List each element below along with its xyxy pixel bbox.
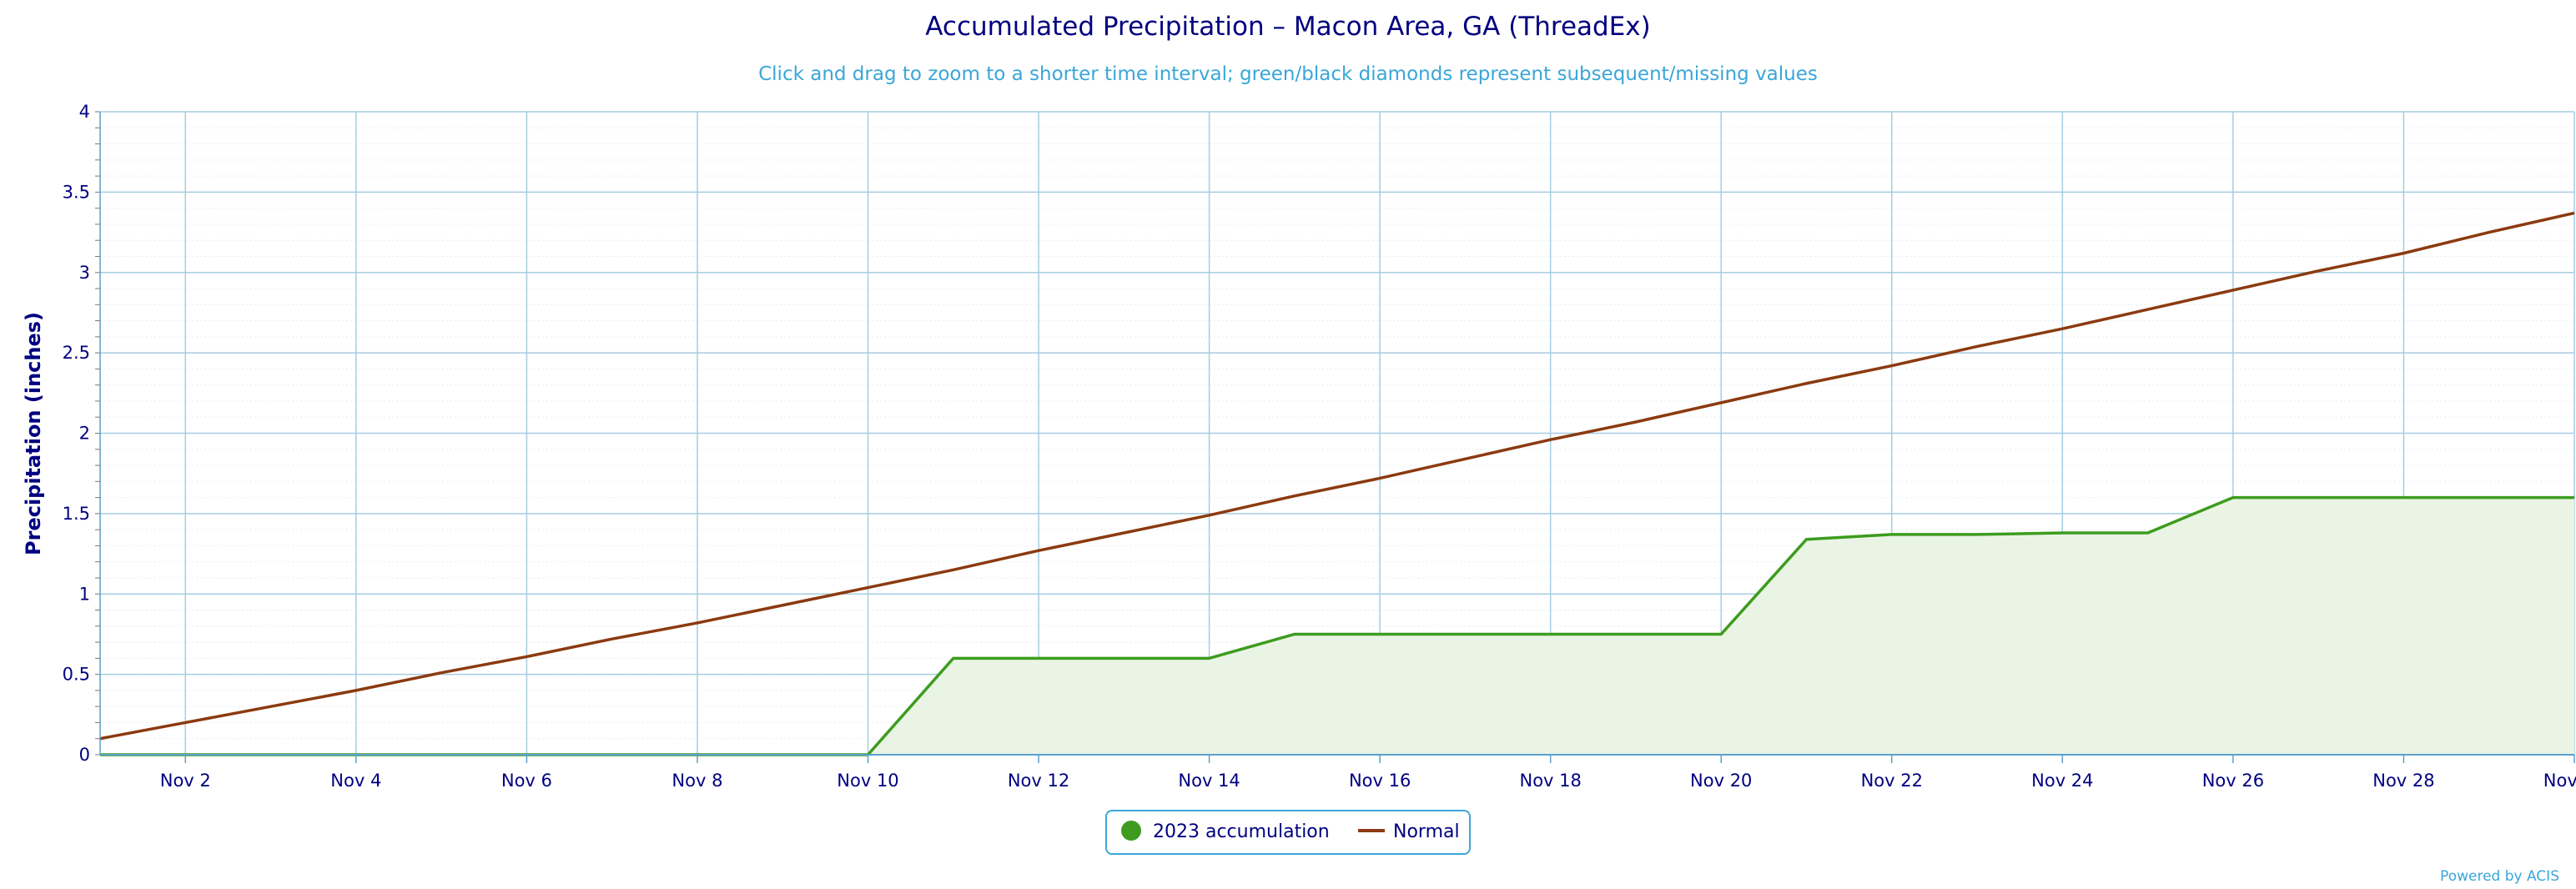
credit-text[interactable]: Powered by ACIS: [2440, 868, 2559, 885]
legend: 2023 accumulation Normal: [1105, 810, 1471, 855]
x-tick-label: Nov 8: [672, 771, 722, 791]
x-tick-label: Nov 24: [2031, 771, 2093, 791]
y-tick-label: 4: [79, 102, 90, 122]
x-tick-label: Nov 26: [2202, 771, 2264, 791]
legend-label-2023-accumulation: 2023 accumulation: [1153, 821, 1330, 842]
y-tick-label: 0: [79, 745, 90, 765]
legend-marker-2023-accumulation: [1121, 821, 1141, 841]
x-tick-label: Nov 4: [330, 771, 381, 791]
legend-item-2023-accumulation[interactable]: 2023 accumulation: [1121, 821, 1330, 842]
series-line-normal[interactable]: [99, 211, 2575, 741]
chart-title: Accumulated Precipitation – Macon Area, …: [925, 12, 1650, 42]
legend-item-normal[interactable]: Normal: [1358, 821, 1460, 842]
y-tick-label: 1.5: [63, 504, 90, 524]
axes: 0 0.5 1 1.5 2 2.5 3 3.5 4 Nov 2 Nov 4 Nov 6 Nov 8 Nov…: [63, 102, 2576, 791]
series-area-2023-accumulation: [100, 497, 2574, 755]
y-tick-label: 3.5: [63, 182, 90, 202]
x-tick-label: Nov 2: [160, 771, 211, 791]
y-tick-label: 0.5: [63, 665, 90, 685]
legend-box: [1105, 810, 1471, 855]
chart-subtitle: Click and drag to zoom to a shorter time…: [758, 63, 1818, 85]
area-layer: [100, 497, 2574, 755]
x-tick-label: Nov 18: [1519, 771, 1581, 791]
y-tick-label: 2: [79, 424, 90, 444]
x-tick-label: Nov 30: [2543, 771, 2576, 791]
y-tick-label: 2.5: [63, 343, 90, 363]
x-tick-label: Nov 6: [501, 771, 552, 791]
legend-label-normal: Normal: [1393, 821, 1460, 842]
x-tick-label: Nov 12: [1008, 771, 1069, 791]
x-tick-label: Nov 14: [1178, 771, 1240, 791]
x-tick-label: Nov 20: [1690, 771, 1752, 791]
y-axis-label: Precipitation (inches): [22, 312, 45, 555]
x-tick-label: Nov 28: [2372, 771, 2434, 791]
x-tick-label: Nov 16: [1349, 771, 1411, 791]
y-tick-label: 3: [79, 263, 90, 283]
x-tick-label: Nov 22: [1861, 771, 1923, 791]
y-tick-label: 1: [79, 584, 90, 604]
x-tick-label: Nov 10: [837, 771, 898, 791]
